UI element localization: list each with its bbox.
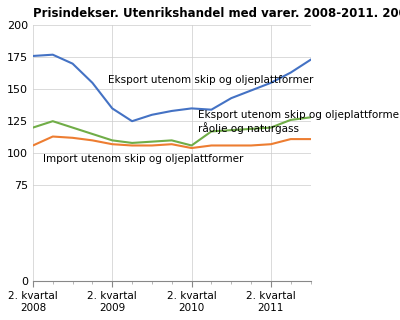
Text: Import utenom skip og oljeplattformer: Import utenom skip og oljeplattformer bbox=[43, 155, 243, 164]
Text: Prisindekser. Utenrikshandel med varer. 2008-2011. 2000=100: Prisindekser. Utenrikshandel med varer. … bbox=[33, 7, 400, 20]
Text: Eksport utenom skip og oljeplattformer: Eksport utenom skip og oljeplattformer bbox=[108, 76, 314, 85]
Text: Eksport utenom skip og oljeplattformer,
råolje og naturgass: Eksport utenom skip og oljeplattformer, … bbox=[198, 110, 400, 133]
